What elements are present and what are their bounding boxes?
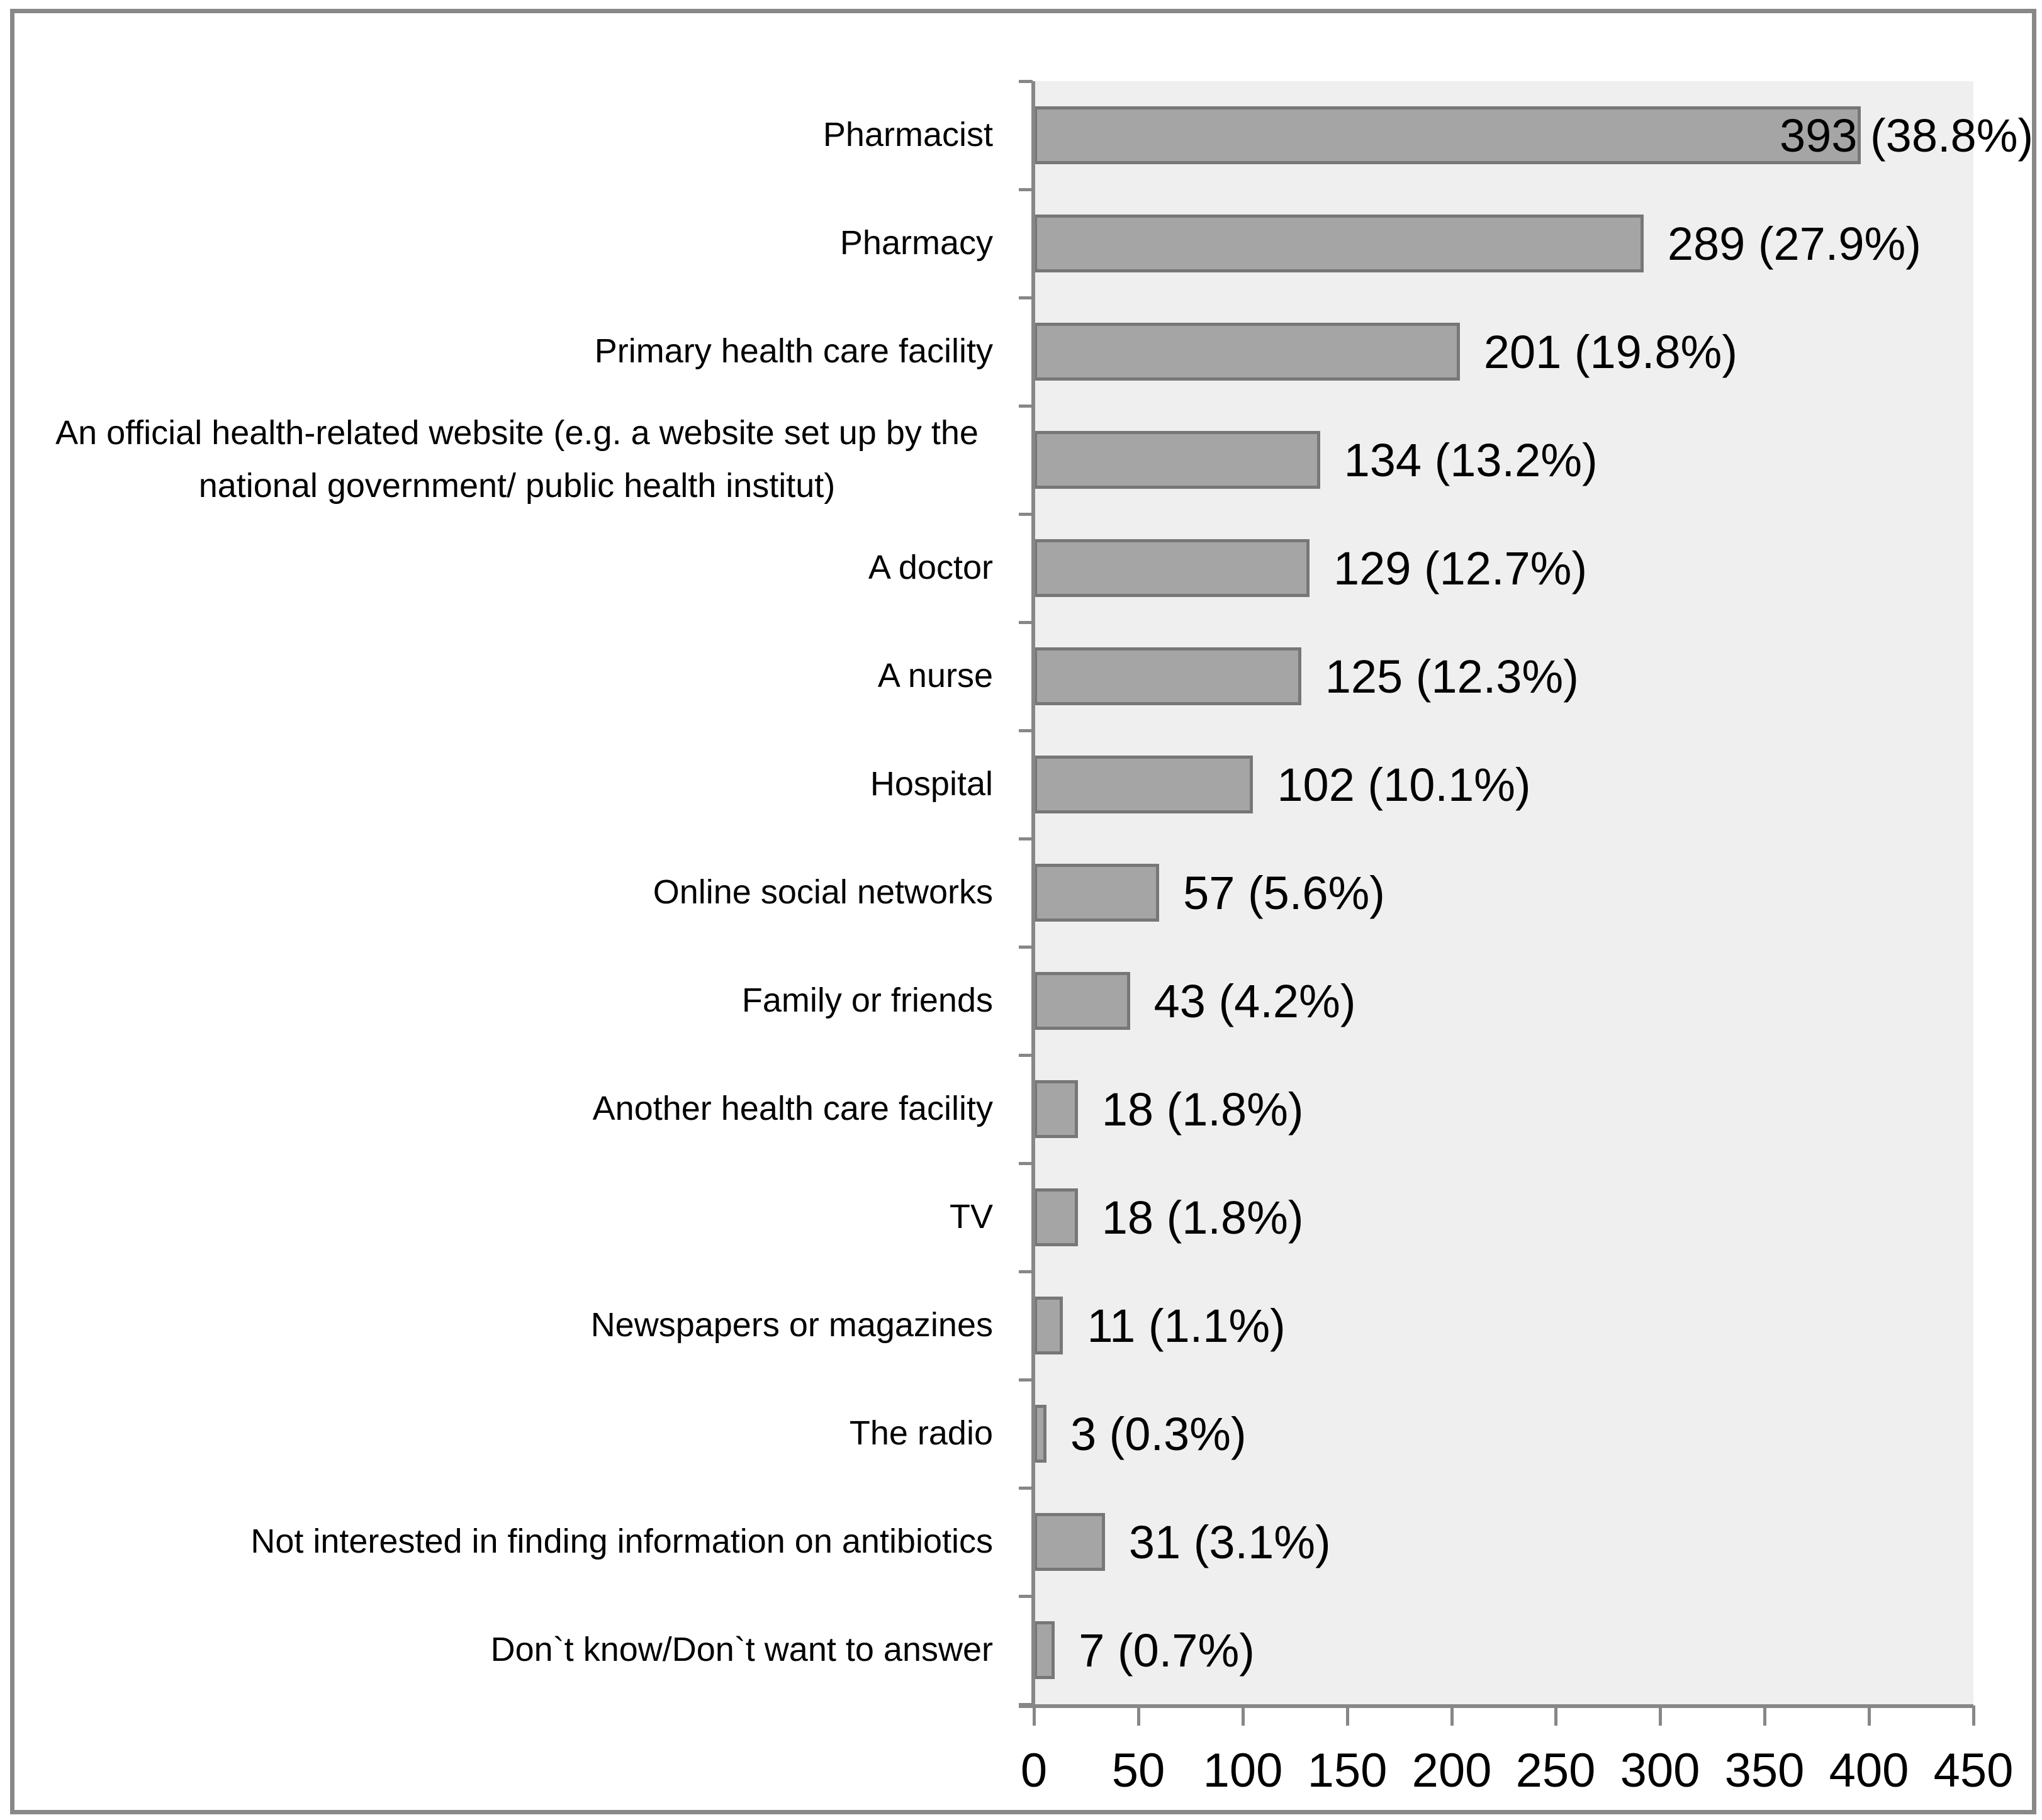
y-axis-tick bbox=[1019, 621, 1033, 624]
category-label: Primary health care facility bbox=[594, 332, 993, 371]
bar-row: A doctor 129 (12.7%) bbox=[14, 514, 2032, 622]
y-axis-tick bbox=[1019, 837, 1033, 840]
y-axis-tick bbox=[1019, 729, 1033, 732]
x-axis-tick bbox=[1763, 1706, 1766, 1726]
bar-row: Not interested in finding information on… bbox=[14, 1488, 2032, 1596]
x-axis-tick bbox=[1033, 1706, 1036, 1726]
bar bbox=[1034, 972, 1130, 1030]
category-label: Another health care facility bbox=[592, 1090, 993, 1128]
y-axis-line bbox=[1031, 81, 1035, 1708]
value-label: 201 (19.8%) bbox=[1483, 325, 1737, 378]
value-label: 289 (27.9%) bbox=[1667, 217, 1921, 270]
x-axis-tick bbox=[1346, 1706, 1349, 1726]
category-label: Pharmacist bbox=[822, 116, 993, 154]
chart-figure: Pharmacist 393 (38.8%) Pharmacy 289 (27.9%)… bbox=[10, 9, 2036, 1814]
bar bbox=[1034, 215, 1644, 272]
y-axis-tick bbox=[1019, 513, 1033, 516]
bar-row: The radio 3 (0.3%) bbox=[14, 1380, 2032, 1488]
y-axis-tick bbox=[1019, 1162, 1033, 1165]
category-label: A doctor bbox=[868, 549, 993, 587]
x-axis-tick bbox=[1137, 1706, 1140, 1726]
category-label: Hospital bbox=[870, 765, 993, 803]
value-label: 43 (4.2%) bbox=[1153, 974, 1356, 1027]
y-axis-tick bbox=[1019, 188, 1033, 191]
bar bbox=[1034, 1513, 1105, 1571]
category-label: An official health-related website (e.g.… bbox=[55, 414, 979, 505]
y-axis-tick bbox=[1019, 1270, 1033, 1273]
x-axis-tick bbox=[1450, 1706, 1454, 1726]
value-label: 129 (12.7%) bbox=[1333, 542, 1588, 595]
category-label: Newspapers or magazines bbox=[590, 1306, 993, 1344]
bar-row: Online social networks 57 (5.6%) bbox=[14, 839, 2032, 947]
x-tick-label: 450 bbox=[1933, 1744, 2014, 1797]
value-label: 11 (1.1%) bbox=[1087, 1299, 1286, 1352]
x-axis-tick bbox=[1242, 1706, 1245, 1726]
bar-row: A nurse 125 (12.3%) bbox=[14, 622, 2032, 730]
x-axis-line bbox=[1019, 1704, 1973, 1708]
x-axis-tick bbox=[1659, 1706, 1662, 1726]
bar-row: Another health care facility 18 (1.8%) bbox=[14, 1055, 2032, 1163]
value-label: 18 (1.8%) bbox=[1101, 1083, 1304, 1136]
value-label: 125 (12.3%) bbox=[1325, 650, 1579, 703]
bar bbox=[1034, 864, 1159, 922]
category-label: Not interested in finding information on… bbox=[250, 1522, 993, 1561]
value-label: 3 (0.3%) bbox=[1070, 1407, 1247, 1460]
bar bbox=[1034, 1080, 1078, 1138]
x-axis-tick bbox=[1554, 1706, 1557, 1726]
value-label: 7 (0.7%) bbox=[1079, 1624, 1255, 1677]
y-axis-tick bbox=[1019, 946, 1033, 949]
value-label: 393 (38.8%) bbox=[1780, 109, 2034, 162]
bar bbox=[1034, 323, 1460, 381]
value-label: 134 (13.2%) bbox=[1344, 433, 1598, 486]
y-axis-tick bbox=[1019, 1054, 1033, 1057]
x-tick-label: 150 bbox=[1307, 1744, 1388, 1797]
category-label: A nurse bbox=[877, 657, 993, 695]
category-label: Don`t know/Don`t want to answer bbox=[490, 1631, 993, 1669]
category-label: Pharmacy bbox=[839, 224, 993, 262]
y-axis-tick bbox=[1019, 1378, 1033, 1382]
bar bbox=[1034, 431, 1320, 489]
category-label: The radio bbox=[849, 1414, 993, 1453]
y-axis-tick bbox=[1019, 405, 1033, 408]
bar bbox=[1034, 539, 1310, 597]
bar bbox=[1034, 756, 1253, 813]
y-axis-tick bbox=[1019, 1703, 1033, 1706]
value-label: 57 (5.6%) bbox=[1183, 866, 1385, 919]
x-tick-label: 200 bbox=[1411, 1744, 1492, 1797]
x-tick-label: 350 bbox=[1724, 1744, 1805, 1797]
value-label: 102 (10.1%) bbox=[1277, 758, 1531, 811]
bar-row: An official health-related website (e.g.… bbox=[14, 406, 2032, 514]
x-tick-label: 300 bbox=[1620, 1744, 1700, 1797]
bar bbox=[1034, 106, 1861, 164]
bar bbox=[1034, 1621, 1055, 1679]
x-tick-label: 100 bbox=[1203, 1744, 1283, 1797]
category-label: Family or friends bbox=[741, 981, 993, 1020]
bar-row: Newspapers or magazines 11 (1.1%) bbox=[14, 1271, 2032, 1380]
x-axis-tick bbox=[1972, 1706, 1975, 1726]
category-label: TV bbox=[949, 1198, 993, 1236]
bar-row: Don`t know/Don`t want to answer 7 (0.7%) bbox=[14, 1596, 2032, 1704]
y-axis-tick bbox=[1019, 80, 1033, 83]
bar-row: Primary health care facility 201 (19.8%) bbox=[14, 298, 2032, 406]
bar bbox=[1034, 1188, 1078, 1246]
bar-row: TV 18 (1.8%) bbox=[14, 1163, 2032, 1271]
bar-row: Family or friends 43 (4.2%) bbox=[14, 947, 2032, 1055]
category-label: Online social networks bbox=[653, 873, 993, 912]
value-label: 18 (1.8%) bbox=[1101, 1191, 1304, 1244]
x-tick-label: 400 bbox=[1829, 1744, 1909, 1797]
bar bbox=[1034, 1297, 1063, 1354]
bar bbox=[1034, 647, 1301, 705]
x-tick-label: 0 bbox=[1020, 1744, 1048, 1797]
bar-row: Pharmacy 289 (27.9%) bbox=[14, 189, 2032, 298]
y-axis-tick bbox=[1019, 296, 1033, 299]
x-tick-label: 250 bbox=[1515, 1744, 1596, 1797]
value-label: 31 (3.1%) bbox=[1128, 1516, 1331, 1568]
y-axis-tick bbox=[1019, 1595, 1033, 1598]
bar-row: Hospital 102 (10.1%) bbox=[14, 730, 2032, 839]
x-tick-label: 50 bbox=[1111, 1744, 1165, 1797]
y-axis-tick bbox=[1019, 1487, 1033, 1490]
x-axis-tick bbox=[1868, 1706, 1871, 1726]
bar-row: Pharmacist 393 (38.8%) bbox=[14, 81, 2034, 189]
bar bbox=[1034, 1405, 1046, 1463]
